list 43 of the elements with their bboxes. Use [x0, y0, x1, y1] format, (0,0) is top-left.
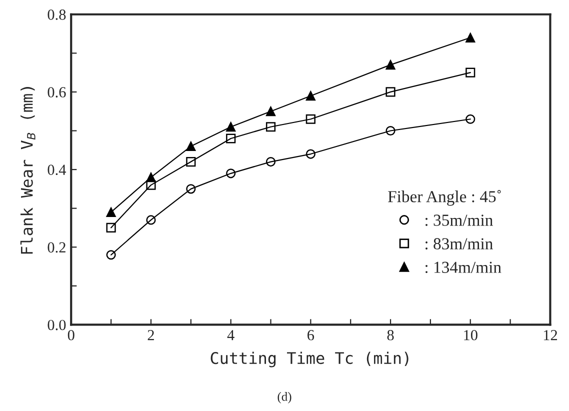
point — [306, 149, 316, 159]
point — [106, 250, 116, 260]
point — [226, 168, 236, 178]
point — [186, 184, 196, 194]
point — [226, 134, 236, 144]
y-tick-label: 0.0 — [48, 320, 66, 330]
text: (d) — [278, 392, 292, 404]
point — [186, 156, 196, 167]
text: Flank Wear V$_{B}$ (mm) — [20, 87, 36, 254]
point — [106, 222, 116, 233]
x-tick-label: 10 — [464, 330, 478, 340]
legend-label: : 35m/min — [426, 214, 493, 226]
point — [186, 141, 196, 152]
point — [306, 91, 316, 101]
point — [266, 122, 276, 132]
point — [306, 114, 316, 124]
point — [466, 32, 476, 42]
x-tick-label: 6 — [308, 330, 314, 340]
legend-label: : 83m/min — [426, 238, 493, 250]
point — [146, 215, 156, 225]
legend-title: Fiber Angle : 45˚ — [388, 190, 501, 206]
point — [466, 114, 476, 124]
x-tick-label: 12 — [544, 330, 558, 340]
x-tick-label: 8 — [387, 330, 394, 340]
point — [106, 207, 116, 217]
y-tick-label: 0.8 — [48, 10, 66, 20]
point — [266, 106, 276, 116]
point — [266, 156, 276, 167]
y-tick-label: 0.2 — [48, 242, 66, 253]
y-tick-label: 0.4 — [48, 164, 66, 176]
x-tick-label: 2 — [148, 330, 154, 340]
point — [146, 172, 156, 182]
point — [226, 122, 236, 132]
x-tick-label: 4 — [227, 330, 234, 340]
x-axis-title: Cutting Time Tc (min) — [210, 352, 408, 368]
legend-label: : 134m/min — [426, 262, 502, 274]
y-tick-label: 0.6 — [48, 87, 66, 98]
point — [386, 60, 396, 70]
point — [386, 126, 396, 136]
x-tick-label: 0 — [68, 330, 74, 340]
point — [386, 87, 396, 97]
point — [466, 68, 476, 78]
point — [146, 180, 156, 190]
